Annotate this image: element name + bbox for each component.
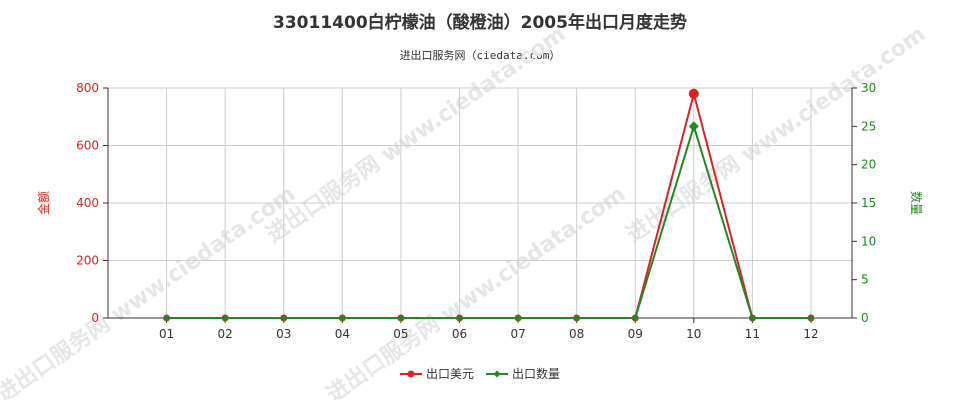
- right-tick-label: 25: [861, 119, 876, 133]
- data-point: [748, 314, 756, 322]
- right-tick-label: 30: [861, 81, 876, 95]
- x-tick-label: 03: [276, 327, 291, 341]
- x-tick-label: 11: [745, 327, 760, 341]
- chart-subtitle: 进出口服务网（ciedata.com）: [399, 49, 561, 62]
- chart-title: 33011400白柠檬油（酸橙油）2005年出口月度走势: [273, 13, 687, 33]
- legend: 出口美元 出口数量: [400, 366, 560, 381]
- watermark-text: 进出口服务网 www.ciedata.com: [622, 22, 930, 248]
- grid-lines: [108, 87, 852, 319]
- x-tick-label: 07: [510, 327, 525, 341]
- data-point: [573, 314, 581, 322]
- data-point: [280, 314, 288, 322]
- x-tick-label: 08: [569, 327, 584, 341]
- x-tick-label: 02: [218, 327, 233, 341]
- left-tick-label: 800: [76, 81, 99, 95]
- left-tick-label: 200: [76, 254, 99, 268]
- series-layer: [163, 88, 815, 322]
- data-point: [631, 314, 639, 322]
- data-point: [514, 314, 522, 322]
- watermark-text: 进出口服务网 www.ciedata.com: [322, 182, 630, 400]
- legend-label: 出口美元: [426, 367, 474, 381]
- legend-marker: [407, 370, 415, 378]
- left-tick-label: 400: [76, 196, 99, 210]
- right-tick-label: 0: [861, 311, 869, 325]
- x-tick-label: 09: [628, 327, 643, 341]
- x-tick-label: 06: [452, 327, 467, 341]
- right-tick-label: 20: [861, 158, 876, 172]
- data-point: [807, 314, 815, 322]
- data-point: [455, 314, 463, 322]
- data-point: [397, 314, 405, 322]
- x-tick-label: 04: [335, 327, 350, 341]
- right-tick-label: 10: [861, 234, 876, 248]
- data-point: [688, 88, 699, 99]
- data-point: [163, 314, 171, 322]
- watermark-text: 进出口服务网 www.ciedata.com: [262, 22, 570, 248]
- left-tick-label: 600: [76, 139, 99, 153]
- data-point: [688, 121, 699, 132]
- x-tick-label: 01: [159, 327, 174, 341]
- left-tick-label: 0: [91, 311, 99, 325]
- series-line: [166, 122, 811, 319]
- legend-label: 出口数量: [512, 366, 560, 381]
- right-tick-label: 15: [861, 196, 876, 210]
- watermark-layer: 进出口服务网 www.ciedata.com 进出口服务网 www.ciedata…: [0, 22, 930, 400]
- left-axis-title: 金额: [36, 191, 51, 215]
- x-tick-label: 10: [686, 327, 701, 341]
- legend-marker: [493, 370, 501, 378]
- data-point: [338, 314, 346, 322]
- x-tick-label: 12: [803, 327, 818, 341]
- right-axis-title: 数量: [909, 191, 924, 215]
- right-tick-label: 5: [861, 273, 869, 287]
- x-tick-label: 05: [393, 327, 408, 341]
- data-point: [221, 314, 229, 322]
